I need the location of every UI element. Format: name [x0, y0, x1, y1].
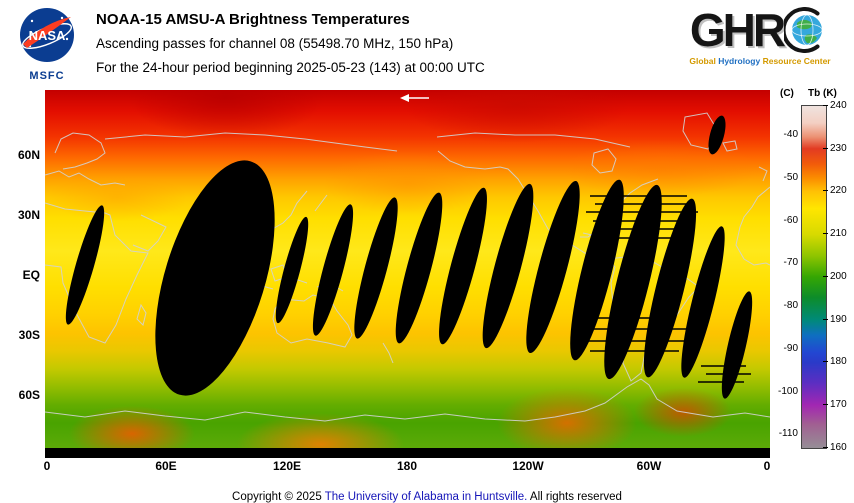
lon-label-60w: 60W	[636, 459, 662, 473]
brightness-temperature-map	[45, 90, 770, 448]
lon-label-120w: 120W	[512, 459, 544, 473]
map-overlay	[45, 94, 770, 422]
nasa-logo[interactable]: NASA MSFC	[12, 6, 82, 82]
colorbar-unit-kelvin: Tb (K)	[808, 88, 837, 99]
lat-label-30s: 30S	[18, 328, 40, 342]
celsius-tick: -80	[783, 300, 798, 311]
kelvin-tick: 200	[823, 271, 847, 282]
celsius-tick: -40	[783, 129, 798, 140]
ghrc-globe-icon	[784, 7, 823, 53]
university-link[interactable]: The University of Alabama in Huntsville.	[324, 490, 528, 503]
kelvin-tick: 240	[823, 100, 847, 111]
ghrc-logo[interactable]: GHR Global Hydrology Resource Center	[672, 2, 848, 66]
subtitle-channel: Ascending passes for channel 08 (55498.7…	[96, 36, 454, 51]
celsius-tick: -110	[778, 428, 798, 439]
celsius-tick: -50	[783, 172, 798, 183]
kelvin-tick: 230	[823, 143, 847, 154]
ghrc-tagline-hydrology: Hydrology	[718, 56, 761, 66]
kelvin-tick: 210	[823, 228, 847, 239]
lat-label-60n: 60N	[17, 148, 40, 162]
kelvin-tick: 170	[823, 399, 847, 410]
lon-label-0e: 0	[763, 459, 771, 473]
lon-label-60e: 60E	[155, 459, 177, 473]
kelvin-tick: 180	[823, 356, 847, 367]
nasa-meatball-icon: NASA	[20, 8, 74, 62]
copyright-prefix: Copyright © 2025	[232, 490, 322, 503]
ghrc-tagline: Global Hydrology Resource Center	[672, 56, 848, 66]
ghrc-tagline-resource: Resource Center	[762, 56, 831, 66]
colorbar-unit-celsius: (C)	[780, 88, 794, 99]
msfc-label: MSFC	[29, 70, 65, 82]
lat-label-eq: EQ	[22, 268, 40, 282]
lon-label-180: 180	[396, 459, 418, 473]
lon-label-0w: 0	[43, 459, 51, 473]
subtitle-period: For the 24-hour period beginning 2025-05…	[96, 60, 485, 75]
ghrc-letters: GHR	[689, 4, 786, 56]
kelvin-tick: 220	[823, 185, 847, 196]
page-title: NOAA-15 AMSU-A Brightness Temperatures	[96, 11, 410, 28]
header-titles: NOAA-15 AMSU-A Brightness Temperatures A…	[96, 8, 485, 80]
celsius-tick: -60	[783, 215, 798, 226]
kelvin-tick: 160	[823, 442, 847, 453]
svg-text:NASA: NASA	[29, 28, 66, 43]
lon-label-120e: 120E	[272, 459, 302, 473]
kelvin-tick: 190	[823, 314, 847, 325]
west-arrow-icon	[400, 94, 429, 102]
celsius-tick: -70	[783, 257, 798, 268]
lat-label-60s: 60S	[18, 388, 40, 402]
map-bottom-axis	[45, 448, 770, 458]
scanline-dropouts	[584, 195, 751, 383]
lat-label-30n: 30N	[17, 208, 40, 222]
swath-gaps	[65, 115, 753, 399]
copyright-suffix: All rights reserved	[529, 490, 622, 503]
celsius-tick: -90	[783, 343, 798, 354]
ghrc-tagline-global: Global	[689, 56, 716, 66]
colorbar	[801, 105, 827, 449]
celsius-tick: -100	[777, 386, 798, 397]
copyright-line: Copyright © 2025 The University of Alaba…	[0, 491, 854, 503]
